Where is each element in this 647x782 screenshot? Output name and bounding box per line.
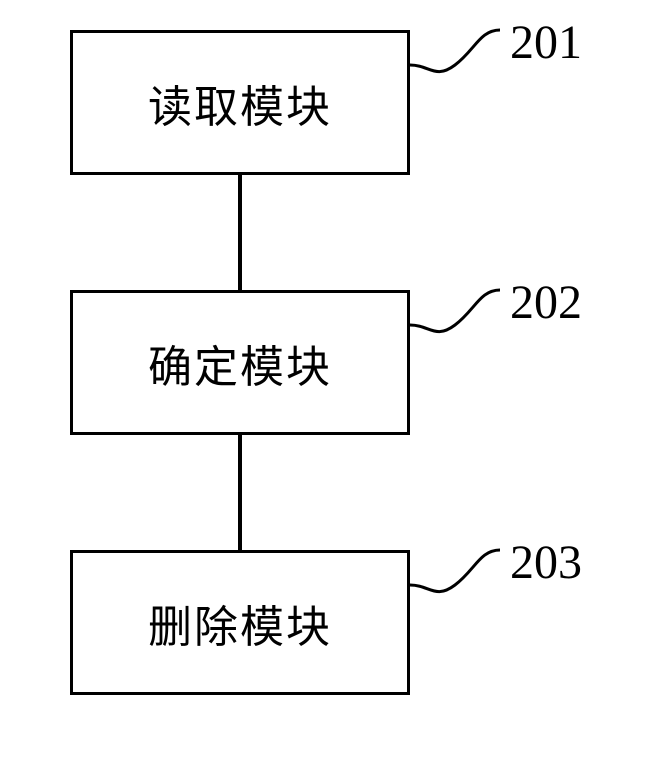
connector-2-3 — [238, 435, 242, 550]
callout-curve-1 — [410, 20, 510, 90]
module-diagram: 读取模块 确定模块 删除模块 201 202 203 — [0, 0, 647, 782]
ref-number-202: 202 — [510, 275, 582, 330]
ref-number-201: 201 — [510, 15, 582, 70]
module-box-read: 读取模块 — [70, 30, 410, 175]
callout-curve-2 — [410, 280, 510, 350]
module-label-delete: 删除模块 — [148, 591, 332, 655]
module-box-delete: 删除模块 — [70, 550, 410, 695]
module-box-confirm: 确定模块 — [70, 290, 410, 435]
connector-1-2 — [238, 175, 242, 290]
ref-number-203: 203 — [510, 535, 582, 590]
module-label-read: 读取模块 — [148, 71, 332, 135]
module-label-confirm: 确定模块 — [148, 331, 332, 395]
callout-curve-3 — [410, 540, 510, 610]
